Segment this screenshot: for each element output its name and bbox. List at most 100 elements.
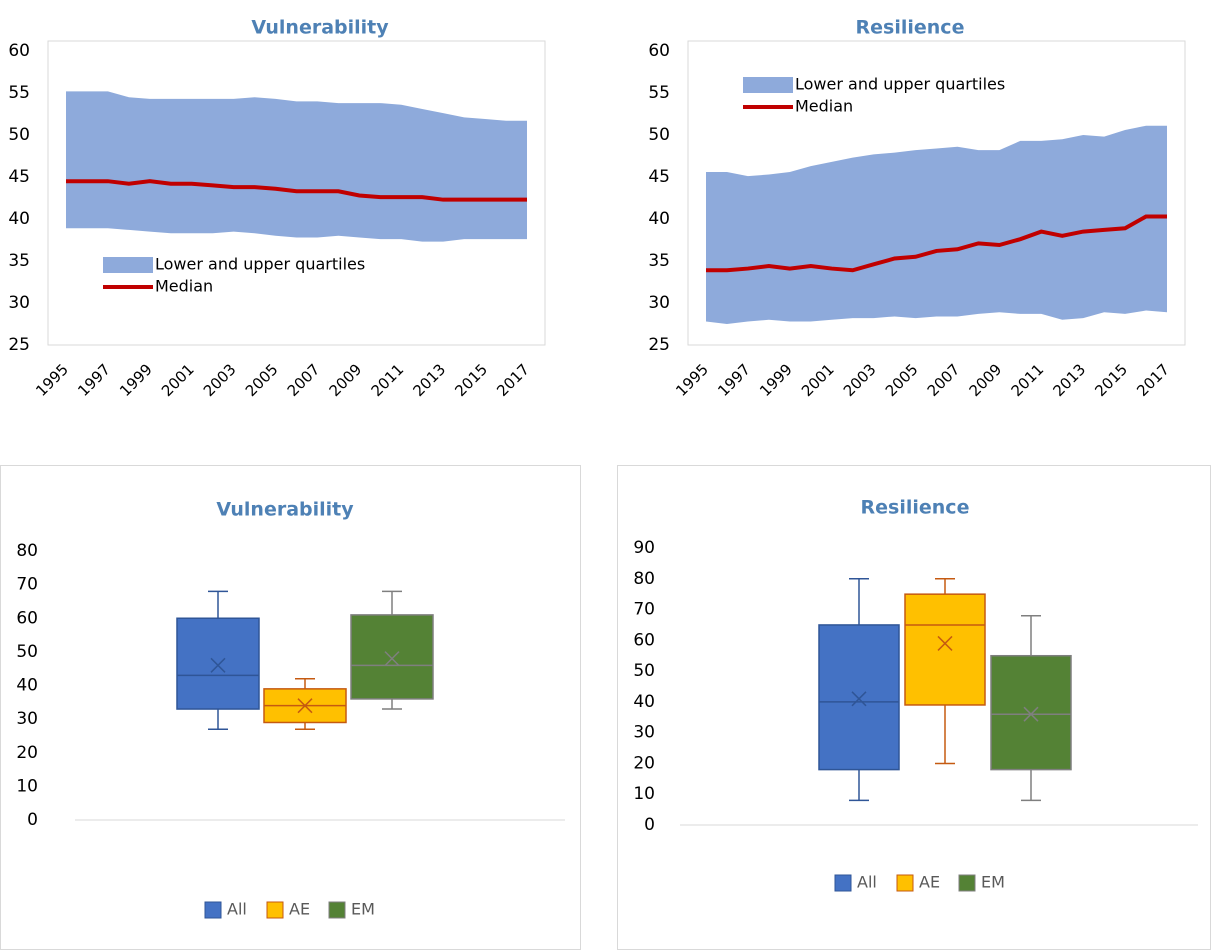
y-tick-label: 40 — [16, 676, 38, 696]
plot-frame — [47, 40, 546, 346]
x-tick-label: 2011 — [1008, 360, 1048, 400]
box — [176, 617, 260, 710]
y-tick-label: 10 — [16, 776, 38, 796]
quartile-band — [706, 125, 1167, 324]
legend-label: All — [857, 873, 877, 892]
legend-label: EM — [981, 873, 1005, 892]
x-tick-label: 1999 — [756, 360, 796, 400]
y-tick-label: 70 — [16, 575, 38, 595]
y-tick-label: 30 — [16, 709, 38, 729]
x-tick-label: 2009 — [966, 360, 1006, 400]
legend-swatch — [266, 901, 284, 919]
y-tick-label: 50 — [8, 125, 30, 145]
y-tick-label: 35 — [8, 251, 30, 271]
x-tick-label: 2011 — [368, 360, 408, 400]
y-tick-label: 55 — [8, 83, 30, 103]
legend-swatch — [328, 901, 346, 919]
x-tick-label: 2003 — [200, 360, 240, 400]
legend-swatch — [834, 874, 852, 892]
x-tick-label: 1995 — [32, 360, 72, 400]
mean-marker — [1023, 706, 1039, 722]
chart-frame — [0, 465, 581, 950]
legend-label: AE — [289, 900, 310, 919]
y-tick-label: 25 — [8, 335, 30, 355]
x-tick-label: 2003 — [840, 360, 880, 400]
y-tick-label: 20 — [16, 743, 38, 763]
x-tick-label: 2005 — [242, 360, 282, 400]
legend-label: EM — [351, 900, 375, 919]
mean-marker — [851, 691, 867, 707]
median-line — [66, 179, 527, 202]
y-tick-label: 30 — [633, 723, 655, 743]
legend-label: Median — [795, 97, 853, 116]
legend-swatch — [896, 874, 914, 892]
legend-swatch — [103, 257, 153, 273]
legend-label: Lower and upper quartiles — [155, 255, 365, 274]
x-tick-label: 2015 — [451, 360, 491, 400]
x-tick-label: 2015 — [1091, 360, 1131, 400]
y-tick-label: 50 — [16, 642, 38, 662]
legend-label: Lower and upper quartiles — [795, 75, 1005, 94]
x-tick-label: 2007 — [284, 360, 324, 400]
y-tick-label: 50 — [648, 125, 670, 145]
mean-marker — [384, 651, 400, 667]
y-tick-label: 60 — [16, 608, 38, 628]
y-tick-label: 30 — [8, 293, 30, 313]
y-tick-label: 0 — [644, 815, 655, 835]
y-tick-label: 70 — [633, 600, 655, 620]
y-tick-label: 40 — [8, 209, 30, 229]
y-tick-label: 60 — [8, 41, 30, 61]
chart-title: Vulnerability — [216, 499, 354, 521]
y-tick-label: 60 — [633, 630, 655, 650]
y-tick-label: 50 — [633, 661, 655, 681]
chart-title: Vulnerability — [251, 17, 389, 39]
x-tick-label: 1995 — [672, 360, 712, 400]
y-tick-label: 80 — [633, 569, 655, 589]
y-tick-label: 30 — [648, 293, 670, 313]
x-tick-label: 1997 — [714, 360, 754, 400]
y-tick-label: 10 — [633, 784, 655, 804]
y-tick-label: 20 — [633, 753, 655, 773]
chart-title: Resilience — [861, 497, 970, 519]
x-tick-label: 2001 — [158, 360, 198, 400]
mean-marker — [210, 657, 226, 673]
x-tick-label: 2013 — [1049, 360, 1089, 400]
x-tick-label: 1999 — [116, 360, 156, 400]
box — [350, 614, 434, 700]
x-tick-label: 2005 — [882, 360, 922, 400]
plot-frame — [687, 40, 1186, 346]
y-tick-label: 35 — [648, 251, 670, 271]
legend-label: All — [227, 900, 247, 919]
y-tick-label: 90 — [633, 538, 655, 558]
y-tick-label: 0 — [27, 810, 38, 830]
box — [818, 624, 900, 771]
box — [904, 593, 986, 706]
x-tick-label: 2013 — [409, 360, 449, 400]
y-tick-label: 55 — [648, 83, 670, 103]
x-tick-label: 2001 — [798, 360, 838, 400]
y-tick-label: 40 — [648, 209, 670, 229]
x-tick-label: 2017 — [1133, 360, 1173, 400]
x-tick-label: 1997 — [74, 360, 114, 400]
y-tick-label: 60 — [648, 41, 670, 61]
y-tick-label: 80 — [16, 541, 38, 561]
legend-label: AE — [919, 873, 940, 892]
chart-title: Resilience — [856, 17, 965, 39]
legend-swatch — [743, 77, 793, 93]
y-tick-label: 45 — [8, 167, 30, 187]
legend-label: Median — [155, 277, 213, 296]
y-tick-label: 40 — [633, 692, 655, 712]
box — [990, 654, 1072, 771]
median-line — [706, 214, 1167, 273]
y-tick-label: 45 — [648, 167, 670, 187]
legend-swatch — [204, 901, 222, 919]
mean-marker — [297, 698, 313, 714]
x-tick-label: 2009 — [326, 360, 366, 400]
x-tick-label: 2007 — [924, 360, 964, 400]
mean-marker — [937, 635, 953, 651]
x-tick-label: 2017 — [493, 360, 533, 400]
chart-frame — [617, 465, 1211, 950]
quartile-band — [66, 91, 527, 242]
legend-swatch — [958, 874, 976, 892]
